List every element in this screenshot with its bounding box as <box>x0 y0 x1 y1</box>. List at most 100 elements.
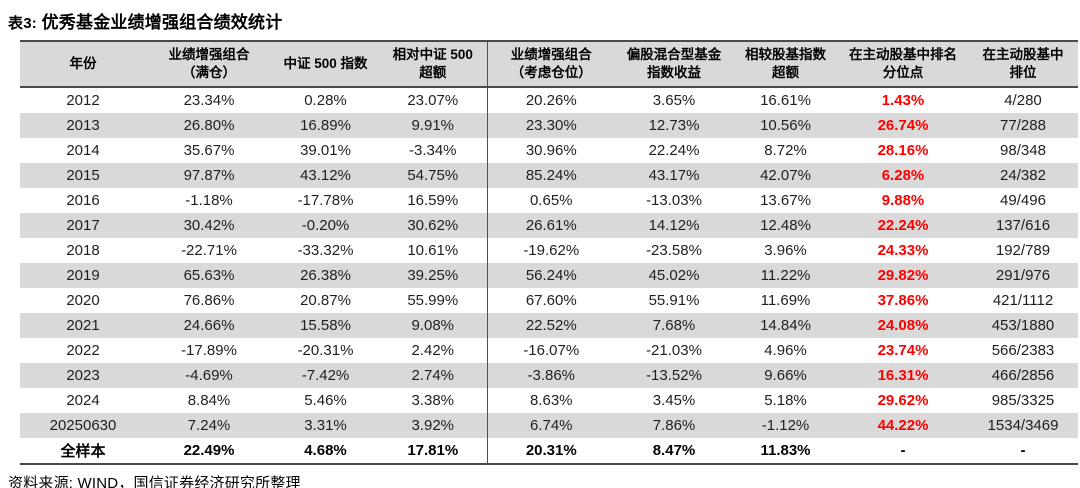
cell-enhanced-full-position: -1.18% <box>185 192 233 209</box>
cell-active-fund-rank-percentile: 29.62% <box>877 392 929 409</box>
cell-enhanced-full-position: 22.49% <box>183 442 235 459</box>
cell-excess-vs-csi500: 16.59% <box>407 192 459 209</box>
cell-year: 2018 <box>66 242 100 259</box>
cell-hybrid-equity-fund-index: 7.86% <box>652 417 696 434</box>
table-row-2024: 2024 8.84% 5.46% 3.38% 8.63% 3.45% 5.18% 29.62%… <box>20 388 1078 413</box>
cell-excess-vs-csi500: 9.91% <box>411 117 455 134</box>
cell-csi500-index: 0.28% <box>304 92 347 109</box>
cell-active-fund-rank: 1534/3469 <box>987 417 1059 434</box>
cell-active-fund-rank-percentile: 26.74% <box>877 117 929 134</box>
cell-active-fund-rank-percentile: 37.86% <box>877 292 929 309</box>
cell-active-fund-rank: 49/496 <box>1000 192 1046 209</box>
cell-excess-vs-csi500: 54.75% <box>407 167 459 184</box>
column-header-excess-vs-csi500: 相对中证 500 超额 <box>392 47 473 80</box>
table-header-row: 年份 业绩增强组合 （满仓） 中证 500 指数 相对中证 500 超额 业绩增强组合 （考虑… <box>20 41 1078 87</box>
column-header-csi500-index: 中证 500 指数 <box>283 56 368 72</box>
cell-active-fund-rank: 466/2856 <box>991 367 1055 384</box>
cell-enhanced-with-position: 0.65% <box>486 188 615 213</box>
cell-excess-vs-csi500: 55.99% <box>407 292 459 309</box>
table-row-2019: 2019 65.63% 26.38% 39.25% 56.24% 45.02% 11.22%… <box>20 263 1078 288</box>
cell-active-fund-rank-percentile: 28.16% <box>877 142 929 159</box>
cell-excess-vs-csi500: 2.42% <box>411 342 455 359</box>
cell-active-fund-rank: 566/2383 <box>991 342 1055 359</box>
cell-excess-vs-fund-index: 4.96% <box>764 342 807 359</box>
cell-year: 2015 <box>66 167 100 184</box>
cell-csi500-index: 15.58% <box>300 317 351 334</box>
cell-excess-vs-csi500: 9.08% <box>411 317 455 334</box>
cell-year: 2014 <box>66 142 100 159</box>
cell-csi500-index: 43.12% <box>300 167 351 184</box>
cell-csi500-index: 26.38% <box>300 267 351 284</box>
cell-hybrid-equity-fund-index: 22.24% <box>648 142 700 159</box>
cell-active-fund-rank-percentile: 16.31% <box>877 367 929 384</box>
table-row-2018: 2018 -22.71% -33.32% 10.61% -19.62% -23.58% 3.… <box>20 238 1078 263</box>
cell-excess-vs-fund-index: 42.07% <box>760 167 811 184</box>
cell-excess-vs-fund-index: 3.96% <box>764 242 807 259</box>
cell-excess-vs-fund-index: 13.67% <box>760 192 811 209</box>
cell-year: 2023 <box>66 367 100 384</box>
cell-active-fund-rank-percentile: 23.74% <box>877 342 929 359</box>
table-row-2022: 2022 -17.89% -20.31% 2.42% -16.07% -21.03% 4.9… <box>20 338 1078 363</box>
cell-enhanced-with-position: 56.24% <box>486 263 615 288</box>
cell-hybrid-equity-fund-index: 43.17% <box>648 167 700 184</box>
table-row-2015: 2015 97.87% 43.12% 54.75% 85.24% 43.17% 42.07%… <box>20 163 1078 188</box>
cell-enhanced-full-position: 23.34% <box>183 92 235 109</box>
cell-excess-vs-fund-index: 5.18% <box>764 392 807 409</box>
cell-hybrid-equity-fund-index: 7.68% <box>652 317 696 334</box>
cell-csi500-index: -20.31% <box>297 342 354 359</box>
cell-enhanced-with-position: 20.26% <box>486 87 615 113</box>
cell-csi500-index: 4.68% <box>304 442 347 459</box>
cell-excess-vs-csi500: 39.25% <box>407 267 459 284</box>
cell-active-fund-rank-percentile: 44.22% <box>877 417 929 434</box>
cell-active-fund-rank: 291/976 <box>995 267 1051 284</box>
table-row-2013: 2013 26.80% 16.89% 9.91% 23.30% 12.73% 10.56% 2… <box>20 113 1078 138</box>
cell-year: 2013 <box>66 117 100 134</box>
cell-enhanced-with-position: -19.62% <box>486 238 615 263</box>
cell-active-fund-rank: 453/1880 <box>991 317 1055 334</box>
cell-active-fund-rank-percentile: 29.82% <box>877 267 929 284</box>
column-header-year: 年份 <box>69 56 97 72</box>
cell-hybrid-equity-fund-index: 45.02% <box>648 267 700 284</box>
table-row-2016: 2016 -1.18% -17.78% 16.59% 0.65% -13.03% 13.67… <box>20 188 1078 213</box>
cell-csi500-index: -17.78% <box>297 192 354 209</box>
cell-excess-vs-csi500: 2.74% <box>411 367 455 384</box>
cell-enhanced-full-position: -22.71% <box>181 242 237 259</box>
cell-year: 2020 <box>66 292 100 309</box>
cell-hybrid-equity-fund-index: 55.91% <box>648 292 700 309</box>
cell-enhanced-with-position: 67.60% <box>486 288 615 313</box>
column-header-active-fund-rank: 在主动股基中 排位 <box>982 47 1064 80</box>
performance-table: 年份 业绩增强组合 （满仓） 中证 500 指数 相对中证 500 超额 业绩增强组合 （考虑… <box>20 40 1078 465</box>
cell-year: 2019 <box>66 267 100 284</box>
cell-active-fund-rank-percentile: 24.33% <box>877 242 929 259</box>
cell-excess-vs-fund-index: 11.22% <box>760 267 811 284</box>
cell-enhanced-full-position: 35.67% <box>183 142 235 159</box>
cell-year: 2016 <box>66 192 100 209</box>
cell-csi500-index: 5.46% <box>304 392 347 409</box>
cell-hybrid-equity-fund-index: 12.73% <box>648 117 700 134</box>
cell-excess-vs-fund-index: 12.48% <box>760 217 811 234</box>
cell-enhanced-full-position: 26.80% <box>183 117 235 134</box>
cell-active-fund-rank-percentile: 24.08% <box>877 317 929 334</box>
cell-year: 2024 <box>66 392 100 409</box>
cell-enhanced-with-position: 20.31% <box>486 438 615 464</box>
cell-excess-vs-fund-index: 9.66% <box>764 367 807 384</box>
cell-enhanced-with-position: 30.96% <box>486 138 615 163</box>
cell-excess-vs-fund-index: 14.84% <box>760 317 811 334</box>
cell-excess-vs-csi500: 3.38% <box>411 392 455 409</box>
table-row-total: 全样本 22.49% 4.68% 17.81% 20.31% 8.47% 11.83% - - <box>20 438 1078 464</box>
cell-hybrid-equity-fund-index: 3.65% <box>652 92 696 109</box>
cell-year: 全样本 <box>60 443 106 460</box>
table-title: 表3: 优秀基金业绩增强组合绩效统计 <box>8 8 1072 33</box>
cell-enhanced-full-position: 65.63% <box>183 267 235 284</box>
cell-active-fund-rank: 24/382 <box>1000 167 1046 184</box>
cell-enhanced-with-position: 85.24% <box>486 163 615 188</box>
cell-enhanced-with-position: 23.30% <box>486 113 615 138</box>
cell-hybrid-equity-fund-index: -13.03% <box>646 192 702 209</box>
cell-excess-vs-csi500: 3.92% <box>411 417 455 434</box>
cell-active-fund-rank: 4/280 <box>1004 92 1042 109</box>
cell-hybrid-equity-fund-index: -23.58% <box>646 242 702 259</box>
cell-hybrid-equity-fund-index: 3.45% <box>652 392 696 409</box>
cell-excess-vs-fund-index: 11.69% <box>760 292 811 309</box>
table-row-20250630: 20250630 7.24% 3.31% 3.92% 6.74% 7.86% -1.12% 4… <box>20 413 1078 438</box>
column-header-excess-vs-fund-index: 相较股基指数 超额 <box>745 47 826 80</box>
